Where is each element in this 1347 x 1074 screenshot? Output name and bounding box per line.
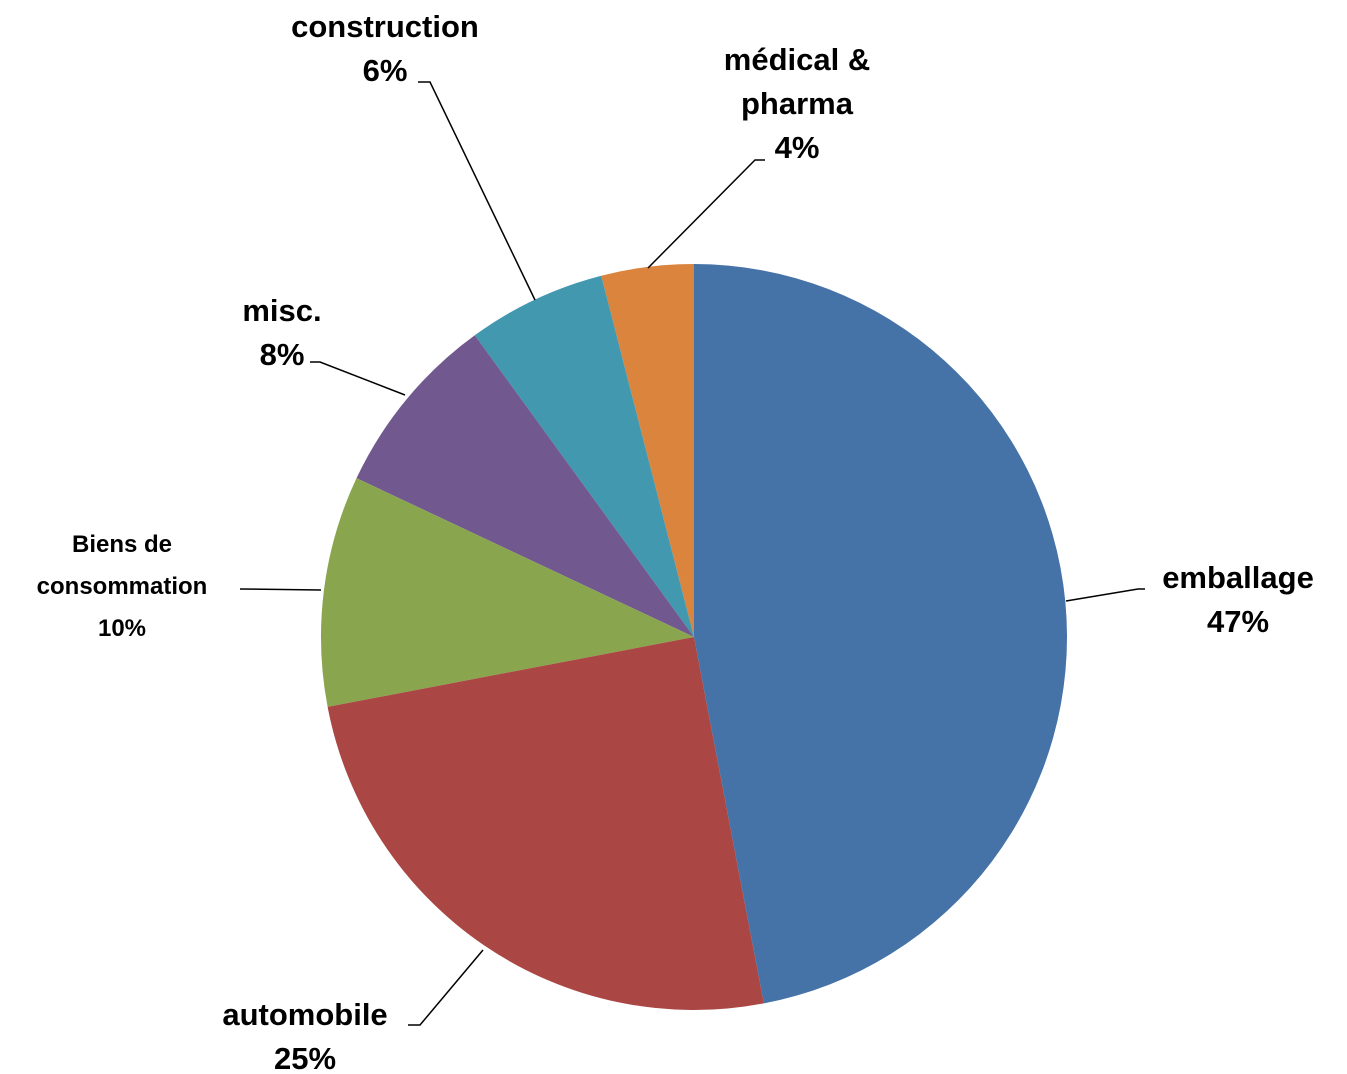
leader-line (239, 588, 322, 591)
pie-slice (694, 264, 1067, 1004)
data-label: Biens de consommation 10% (2, 524, 242, 650)
value-label: 6% (362, 53, 408, 88)
data-label: construction 6% (255, 5, 515, 93)
value-label: 25% (273, 1041, 337, 1074)
category-label: construction (291, 9, 479, 44)
value-label: 4% (774, 130, 820, 165)
data-label: emballage 47% (1128, 556, 1347, 644)
value-label: 10% (97, 615, 147, 642)
pie-slice (474, 275, 694, 637)
value-label: 8% (259, 337, 305, 372)
data-label: médical & pharma 4% (702, 38, 892, 170)
category-label: automobile (222, 997, 388, 1032)
pie-slice (356, 335, 694, 637)
category-label: emballage (1162, 560, 1314, 595)
data-label: misc. 8% (202, 289, 362, 377)
category-label: Biens de consommation (36, 531, 208, 600)
pie-slice (601, 264, 694, 637)
data-label: automobile 25% (185, 993, 425, 1074)
leader-line (310, 361, 406, 396)
leader-line (418, 81, 536, 301)
leader-line (647, 159, 765, 269)
value-label: 47% (1206, 604, 1270, 639)
leader-lines (239, 81, 1145, 1026)
category-label: médical & pharma (723, 42, 871, 121)
pie-slice (327, 637, 764, 1010)
leader-line (408, 949, 484, 1026)
category-label: misc. (242, 293, 322, 328)
pie-slice (321, 478, 694, 707)
leader-line (1065, 588, 1145, 602)
